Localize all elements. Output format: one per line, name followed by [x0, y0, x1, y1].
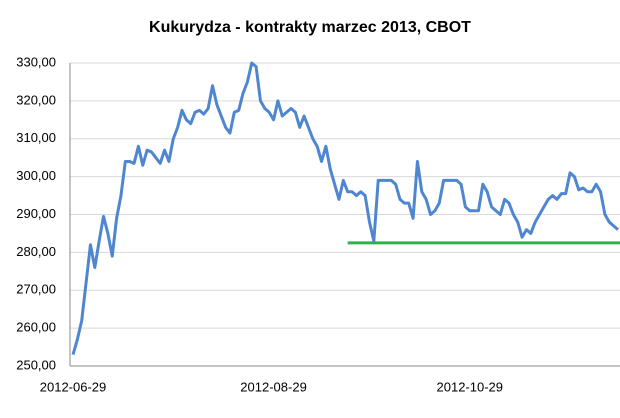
y-tick-label: 320,00 — [16, 92, 56, 107]
x-tick-label: 2012-10-29 — [437, 379, 504, 394]
y-tick-label: 260,00 — [16, 320, 56, 335]
y-tick-label: 290,00 — [16, 206, 56, 221]
y-tick-label: 330,00 — [16, 54, 56, 69]
y-tick-label: 280,00 — [16, 244, 56, 259]
y-tick-label: 270,00 — [16, 282, 56, 297]
price-line — [71, 61, 619, 356]
y-tick-label: 310,00 — [16, 130, 56, 145]
y-tick-label: 300,00 — [16, 168, 56, 183]
y-tick-label: 250,00 — [16, 357, 56, 372]
x-tick-label: 2012-08-29 — [240, 379, 307, 394]
chart-title: Kukurydza - kontrakty marzec 2013, CBOT — [149, 19, 471, 36]
x-tick-label: 2012-06-29 — [40, 379, 107, 394]
